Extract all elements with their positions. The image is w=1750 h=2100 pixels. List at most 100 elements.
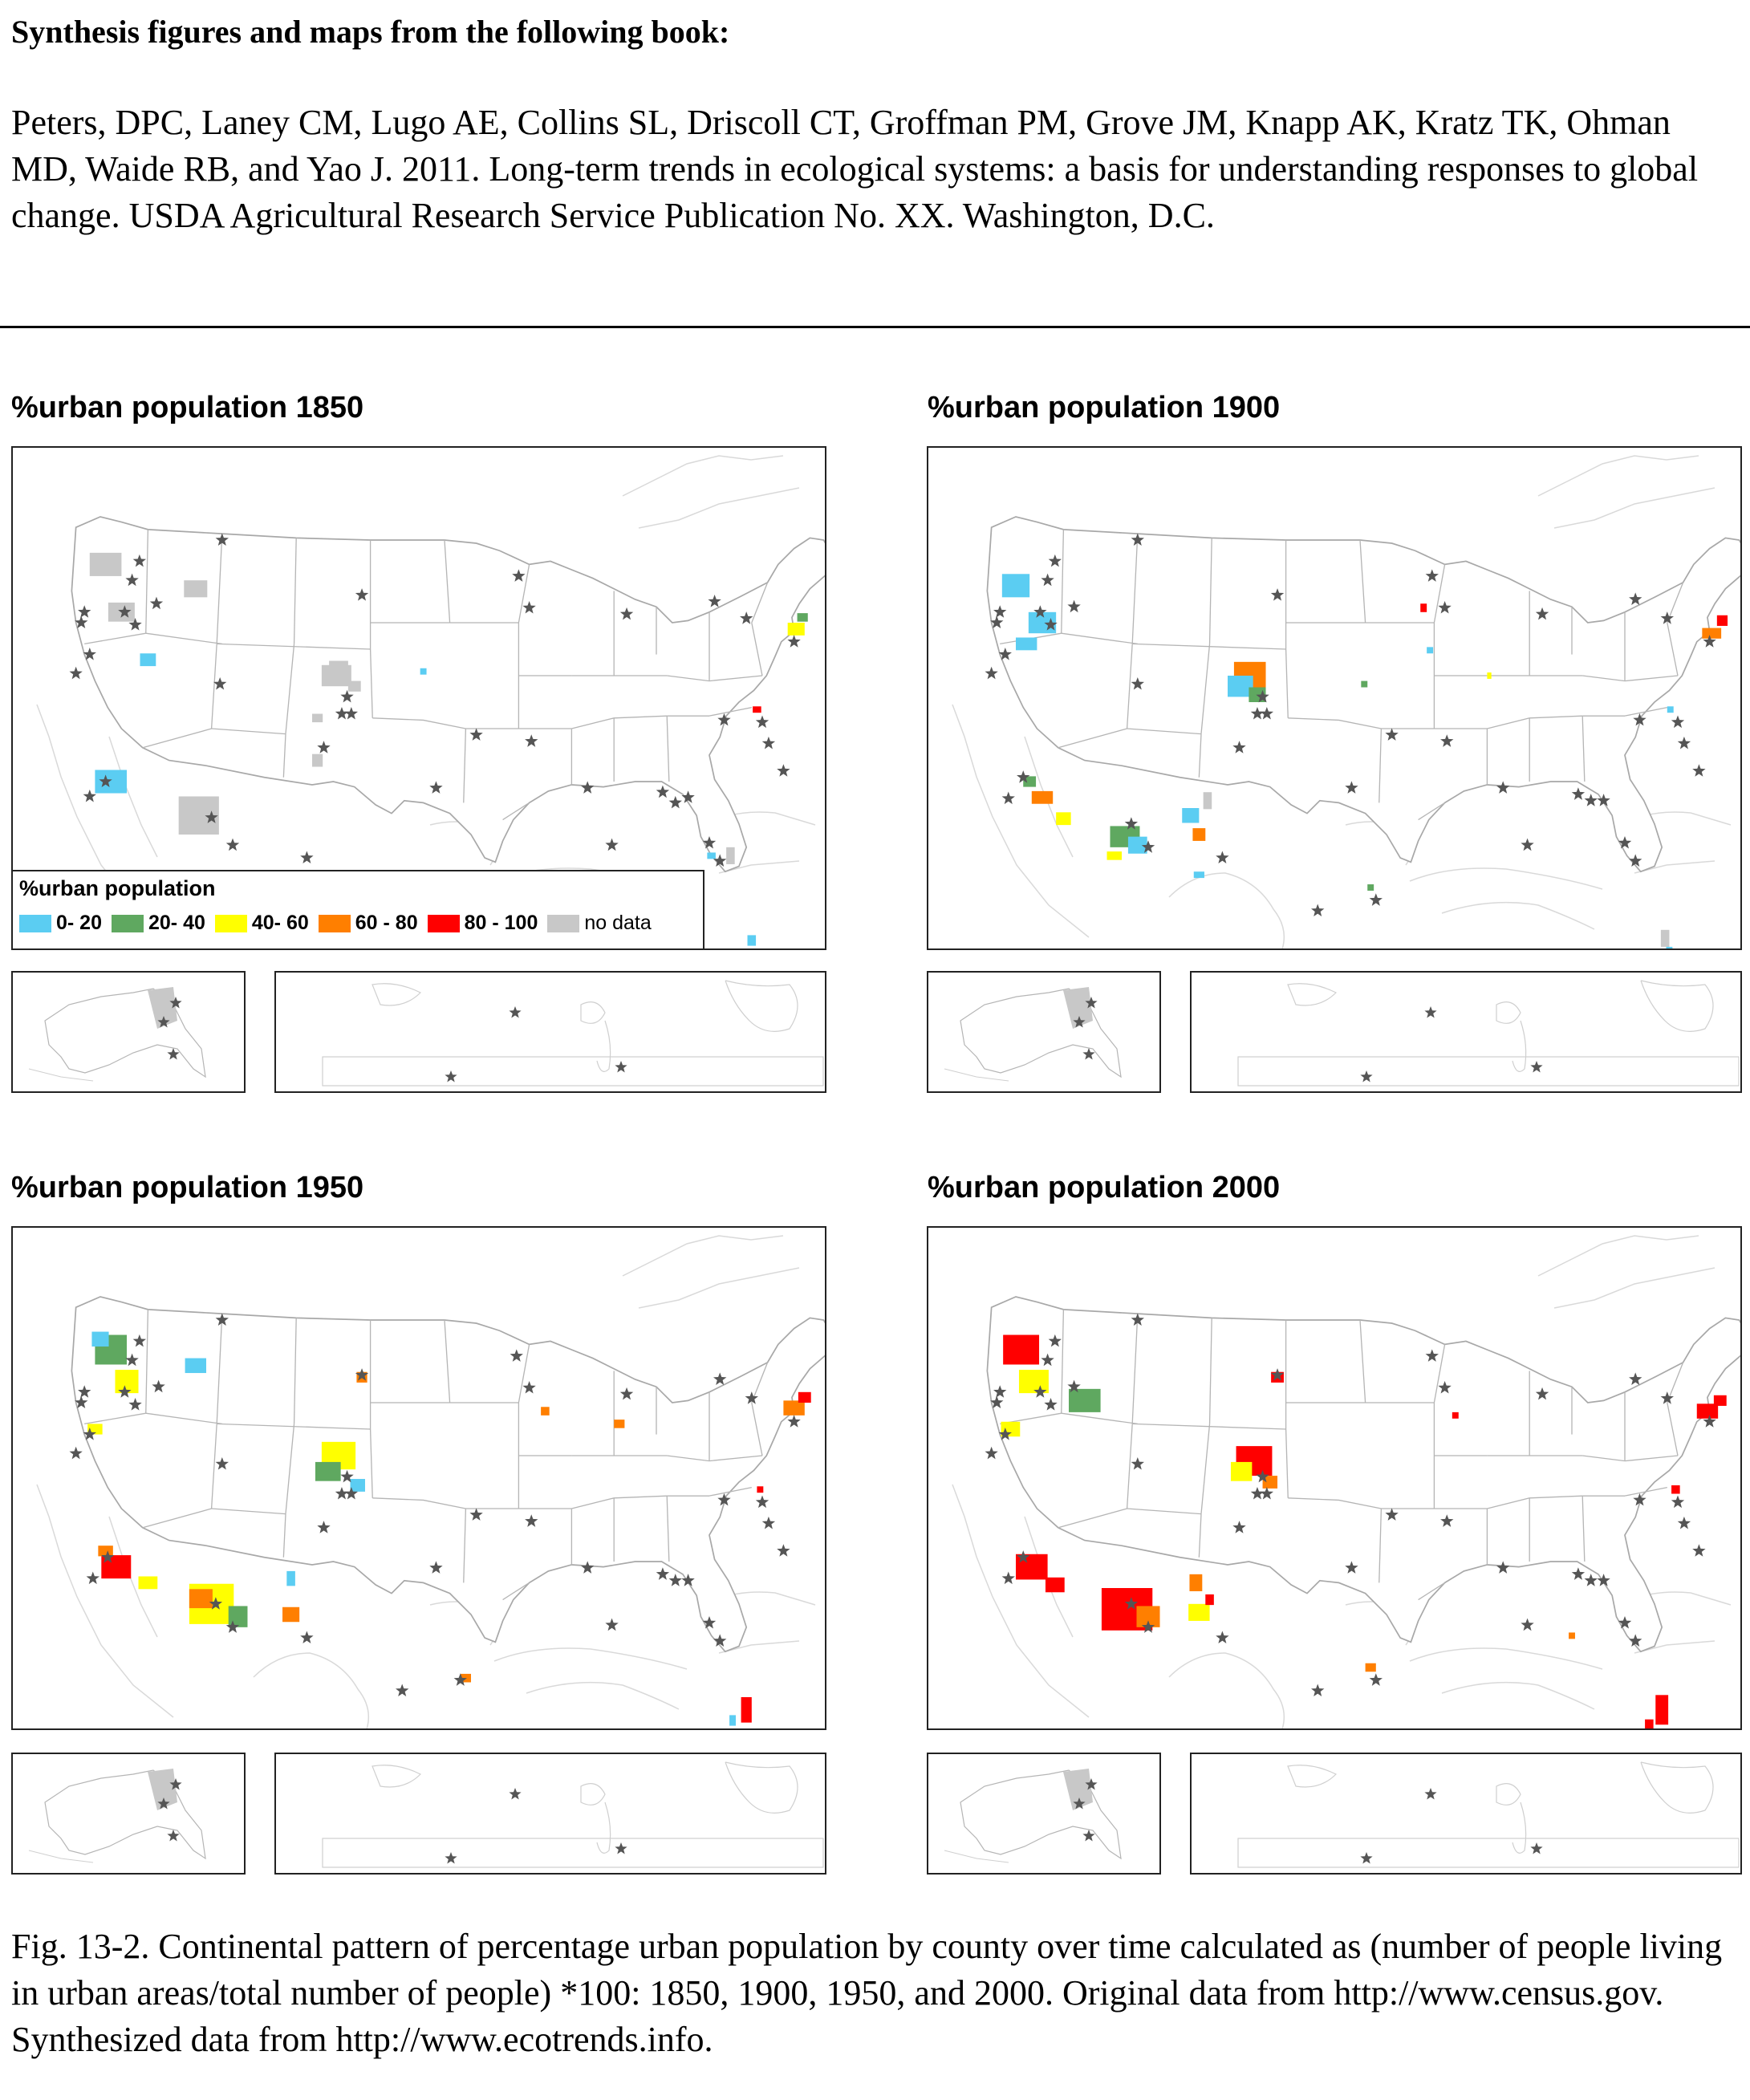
site-star-icon bbox=[1629, 592, 1642, 605]
site-star-icon bbox=[132, 1334, 147, 1347]
site-star-icon bbox=[1571, 787, 1586, 800]
site-star-icon bbox=[985, 1446, 998, 1460]
site-star-icon bbox=[1438, 1380, 1452, 1394]
site-star-icon bbox=[86, 1571, 99, 1585]
site-star-icon bbox=[1584, 794, 1598, 806]
county-fill bbox=[184, 580, 208, 598]
document-heading: Synthesis figures and maps from the foll… bbox=[11, 14, 730, 50]
site-star-icon bbox=[1001, 791, 1015, 805]
site-star-icon bbox=[990, 1395, 1004, 1408]
county-fill bbox=[98, 1546, 113, 1557]
site-star-icon bbox=[1369, 893, 1383, 906]
legend-item-no-data: no data bbox=[547, 912, 652, 935]
site-star-icon bbox=[1001, 1571, 1015, 1585]
site-star-icon bbox=[1033, 1385, 1047, 1398]
site-star-icon bbox=[522, 1380, 536, 1394]
site-star-icon bbox=[985, 666, 998, 680]
site-star-icon bbox=[1124, 1597, 1139, 1610]
site-star-icon bbox=[1131, 1313, 1144, 1326]
county-fill bbox=[1671, 1485, 1680, 1494]
county-fill bbox=[1069, 1388, 1101, 1412]
site-star-icon bbox=[1424, 1006, 1437, 1018]
legend-swatch bbox=[318, 914, 351, 932]
site-star-icon bbox=[1535, 607, 1549, 620]
county-fill bbox=[707, 852, 716, 859]
site-star-icon bbox=[1048, 554, 1062, 567]
county-fill bbox=[541, 1407, 550, 1416]
site-star-icon bbox=[615, 1842, 627, 1854]
site-star-icon bbox=[157, 1797, 170, 1810]
county-fill bbox=[185, 1358, 206, 1374]
site-star-icon bbox=[1597, 1574, 1610, 1586]
site-star-icon bbox=[619, 1387, 634, 1400]
county-fill bbox=[1045, 1577, 1065, 1593]
site-star-icon bbox=[512, 569, 526, 582]
site-star-icon bbox=[78, 605, 91, 618]
site-star-icon bbox=[777, 1544, 790, 1557]
county-fill bbox=[1716, 615, 1728, 626]
site-star-icon bbox=[1438, 600, 1452, 614]
county-fill bbox=[1713, 1395, 1727, 1406]
county-fill bbox=[350, 1479, 366, 1492]
site-star-icon bbox=[125, 1353, 139, 1367]
site-star-icon bbox=[128, 1398, 142, 1411]
us-outline bbox=[986, 1296, 1740, 1653]
county-fill bbox=[312, 713, 323, 723]
site-star-icon bbox=[1033, 605, 1047, 618]
site-star-icon bbox=[149, 596, 164, 610]
site-star-icon bbox=[1017, 770, 1030, 783]
site-star-icon bbox=[429, 781, 443, 794]
county-fill bbox=[1056, 812, 1071, 826]
site-star-icon bbox=[1692, 1544, 1706, 1557]
site-star-icon bbox=[993, 605, 1007, 618]
site-star-icon bbox=[300, 1631, 314, 1644]
site-star-icon bbox=[335, 706, 349, 720]
site-star-icon bbox=[69, 1446, 83, 1460]
site-star-icon bbox=[205, 810, 218, 823]
site-star-icon bbox=[167, 1048, 180, 1060]
book-citation: Peters, DPC, Laney CM, Lugo AE, Collins … bbox=[11, 103, 1699, 235]
site-star-icon bbox=[213, 676, 227, 690]
county-fill bbox=[1361, 680, 1368, 688]
county-fill bbox=[1645, 1719, 1654, 1728]
site-star-icon bbox=[469, 728, 483, 741]
county-fill bbox=[1230, 1461, 1253, 1481]
site-star-icon bbox=[215, 1313, 229, 1326]
site-star-icon bbox=[1703, 1415, 1716, 1428]
site-star-icon bbox=[1660, 611, 1674, 624]
site-star-icon bbox=[1425, 569, 1439, 582]
site-star-icon bbox=[152, 1379, 165, 1393]
site-star-icon bbox=[1571, 1567, 1586, 1580]
site-star-icon bbox=[1270, 1368, 1285, 1381]
site-star-icon bbox=[1633, 713, 1646, 726]
site-star-icon bbox=[1256, 1469, 1269, 1483]
figure-caption: Fig. 13-2. Continental pattern of percen… bbox=[11, 1927, 1723, 2059]
site-star-icon bbox=[453, 1673, 467, 1686]
pacific-antarctic-inset-1950 bbox=[274, 1753, 826, 1875]
site-star-icon bbox=[1530, 1061, 1543, 1073]
site-star-icon bbox=[1496, 781, 1510, 794]
site-star-icon bbox=[1067, 599, 1081, 613]
county-fill bbox=[1203, 792, 1212, 810]
conus-map-1950 bbox=[11, 1226, 826, 1730]
site-star-icon bbox=[1073, 1016, 1086, 1028]
site-star-icon bbox=[1360, 1070, 1373, 1082]
site-star-icon bbox=[510, 1349, 523, 1362]
county-fill bbox=[1106, 851, 1122, 860]
site-star-icon bbox=[355, 1368, 369, 1381]
site-star-icon bbox=[340, 689, 354, 703]
legend-item-60-80: 60 - 80 bbox=[318, 912, 418, 935]
county-fill bbox=[783, 1400, 805, 1416]
site-star-icon bbox=[1017, 1550, 1030, 1563]
legend-swatch bbox=[547, 914, 580, 932]
site-star-icon bbox=[1232, 1521, 1246, 1533]
county-fill bbox=[282, 1606, 300, 1623]
county-fill bbox=[787, 623, 805, 636]
site-star-icon bbox=[396, 1684, 409, 1697]
site-star-icon bbox=[681, 790, 695, 803]
legend-swatch bbox=[214, 914, 247, 932]
county-fill bbox=[1001, 574, 1030, 598]
site-star-icon bbox=[1629, 854, 1642, 867]
site-star-icon bbox=[1048, 1334, 1062, 1347]
legend-label: 20- 40 bbox=[148, 912, 205, 934]
